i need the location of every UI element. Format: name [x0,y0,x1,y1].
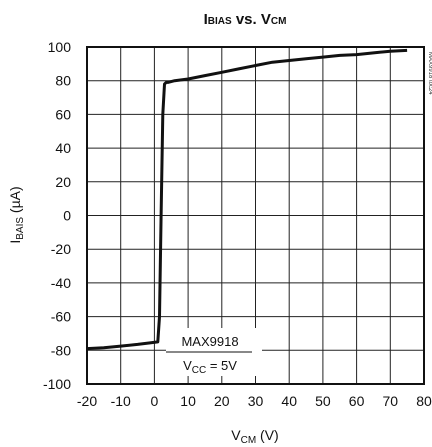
x-tick-label-9: 70 [383,393,399,409]
x-tick-label-0: -20 [77,393,97,409]
x-tick-labels: -20 -10 0 10 20 30 40 50 60 70 80 [77,393,432,409]
plot-frame [86,46,425,385]
y-tick-label-3: 40 [55,140,71,156]
x-tick-label-1: -10 [111,393,131,409]
chart-title: IBIAS vs. VCM [204,11,287,28]
x-tick-label-10: 80 [416,393,432,409]
x-tick-label-2: 0 [151,393,159,409]
x-tick-label-5: 30 [248,393,264,409]
y-tick-label-6: -20 [51,241,71,257]
y-tick-labels: 100 80 60 40 20 0 -20 -40 -60 -80 -100 [43,39,71,392]
x-tick-label-8: 60 [349,393,365,409]
y-tick-label-4: 20 [55,174,71,190]
y-tick-label-9: -80 [51,342,71,358]
x-tick-label-6: 40 [281,393,297,409]
x-tick-label-7: 50 [315,393,331,409]
annotation-device: MAX9918 [181,334,238,349]
y-tick-label-0: 100 [48,39,72,55]
y-tick-label-1: 80 [55,73,71,89]
series-line [86,48,408,351]
x-axis-label: VCM (V) [231,427,278,446]
y-tick-label-5: 0 [63,208,71,224]
x-tick-label-3: 10 [180,393,196,409]
y-tick-label-10: -100 [43,376,71,392]
y-tick-label-7: -40 [51,275,71,291]
y-tick-label-8: -60 [51,309,71,325]
y-axis-label: IBAIS (µA) [7,186,26,243]
x-tick-label-4: 20 [214,393,230,409]
annotation-supply: VCC = 5V [183,358,237,376]
figure-id: MAX9918 toc24 [427,52,432,95]
y-tick-label-2: 60 [55,106,71,122]
